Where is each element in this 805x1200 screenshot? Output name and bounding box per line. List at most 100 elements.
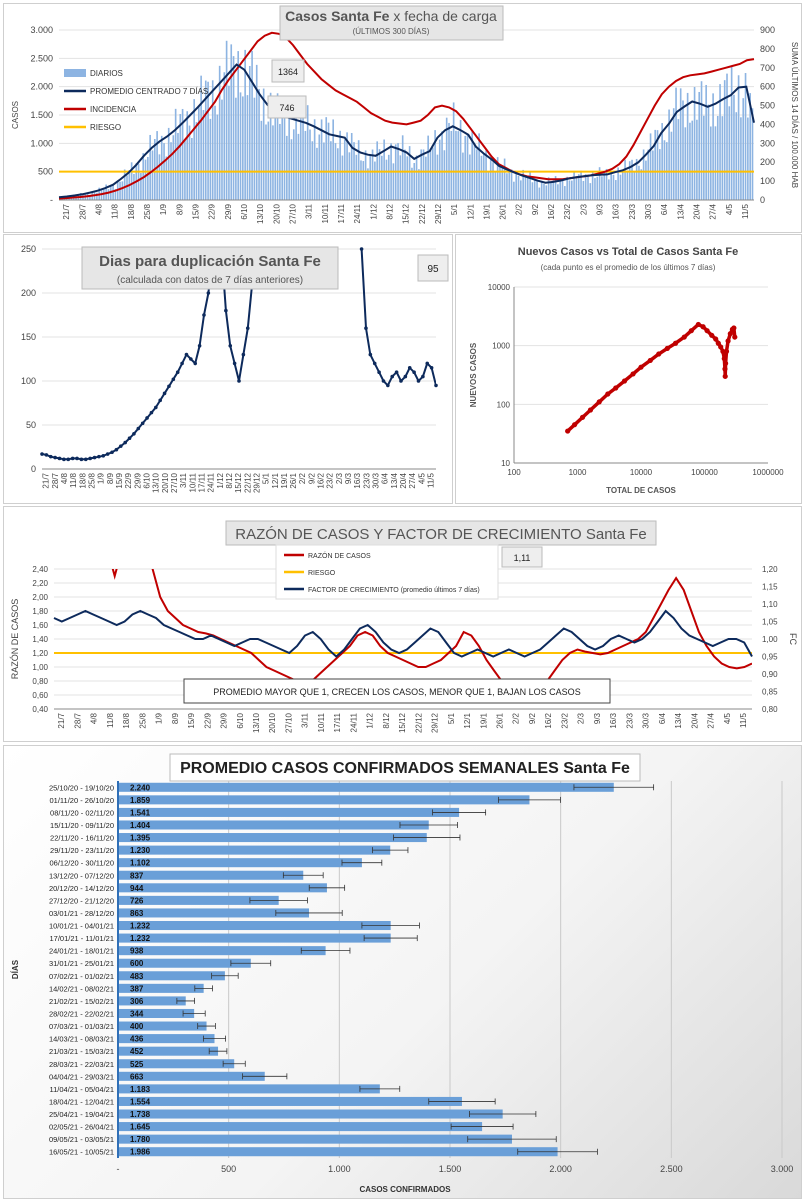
daily-bar bbox=[255, 64, 258, 200]
category-label: 09/05/21 - 03/05/21 bbox=[49, 1135, 114, 1144]
daily-bar bbox=[193, 99, 195, 200]
duplicacion-point bbox=[390, 374, 395, 379]
y-tick-label: 1.500 bbox=[30, 110, 53, 120]
duplicacion-point bbox=[123, 440, 127, 445]
x-tick-label: 29/9 bbox=[133, 472, 142, 488]
daily-bar bbox=[422, 149, 425, 200]
y-tick-label: 250 bbox=[21, 244, 36, 254]
chart-razon-casos: 0,40 0,60 0,80 1,00 1,20 1,40 1,60 1,80 2,00 2,20… bbox=[10, 520, 798, 733]
weekly-bar bbox=[118, 795, 530, 805]
daily-bar bbox=[716, 115, 719, 200]
y-tick-label: 200 bbox=[21, 288, 36, 298]
daily-bar bbox=[647, 149, 650, 200]
daily-bar bbox=[281, 96, 284, 200]
duplicacion-point bbox=[241, 352, 246, 357]
weekly-bar bbox=[118, 946, 326, 956]
y-axis-label: RAZÓN DE CASOS bbox=[10, 599, 20, 680]
x-tick-label: 27/4 bbox=[707, 712, 716, 728]
daily-bar bbox=[575, 178, 578, 200]
duplicacion-point bbox=[202, 313, 206, 317]
daily-bar bbox=[292, 129, 295, 200]
x-tick-label: 29/12 bbox=[431, 712, 440, 733]
duplicacion-point bbox=[162, 391, 167, 396]
x-tick-label: 1000000 bbox=[752, 468, 784, 477]
category-label: 11/04/21 - 05/04/21 bbox=[50, 1085, 115, 1094]
daily-bar bbox=[652, 150, 654, 200]
daily-bar bbox=[619, 174, 622, 200]
x-tick-label: 8/12 bbox=[225, 472, 234, 488]
daily-bar bbox=[119, 181, 121, 200]
x-tick-label: 8/9 bbox=[106, 472, 115, 484]
scatter-trail bbox=[673, 335, 687, 345]
x-tick-label: 6/4 bbox=[658, 712, 667, 724]
category-label: 21/03/21 - 15/03/21 bbox=[49, 1047, 114, 1056]
daily-bar bbox=[337, 148, 339, 200]
daily-bar bbox=[728, 106, 731, 200]
x-tick-label: 11/8 bbox=[69, 472, 78, 488]
daily-bar bbox=[589, 183, 592, 200]
legend-label: PROMEDIO CENTRADO 7 DÍAS bbox=[90, 87, 208, 96]
callout-promedio: 1364 bbox=[278, 67, 298, 77]
daily-bar bbox=[740, 117, 742, 200]
daily-bar bbox=[441, 131, 443, 200]
category-label: 07/02/21 - 01/02/21 bbox=[49, 972, 114, 981]
daily-bar bbox=[320, 119, 323, 200]
daily-bar bbox=[478, 133, 480, 200]
y-tick-label: 2,40 bbox=[32, 565, 48, 574]
scatter-trail bbox=[588, 400, 601, 412]
y2-tick-label: 800 bbox=[760, 44, 775, 54]
daily-bar bbox=[633, 172, 636, 200]
daily-bar bbox=[617, 167, 619, 200]
chart-panel-razon: 0,40 0,60 0,80 1,00 1,20 1,40 1,60 1,80 2,00 2,20… bbox=[3, 506, 802, 742]
title-box bbox=[81, 246, 339, 290]
daily-bar bbox=[533, 179, 536, 200]
scatter-trail bbox=[723, 349, 729, 366]
chart-panel-duplicacion: 0 50 100 150 200 250 21/7 28/7 4/8 11/8 18/8 25/8 1/… bbox=[3, 234, 453, 504]
daily-bar bbox=[691, 120, 694, 200]
daily-bar bbox=[499, 165, 501, 200]
daily-bar bbox=[496, 157, 499, 200]
category-label: 07/03/21 - 01/03/21 bbox=[49, 1022, 114, 1031]
x-tick-label: 28/7 bbox=[73, 712, 82, 728]
category-label: 10/01/21 - 04/01/21 bbox=[49, 922, 114, 931]
weekly-bar bbox=[118, 1096, 462, 1106]
daily-bar bbox=[747, 117, 749, 200]
daily-bar bbox=[582, 180, 585, 200]
daily-bar bbox=[513, 181, 515, 200]
category-label: 18/04/21 - 12/04/21 bbox=[49, 1097, 114, 1106]
weekly-bar bbox=[118, 971, 225, 981]
duplicacion-point bbox=[140, 421, 145, 426]
duplicacion-point bbox=[75, 456, 79, 461]
daily-bar bbox=[689, 122, 691, 200]
bar-value-label: 452 bbox=[130, 1047, 144, 1056]
daily-bar bbox=[730, 66, 733, 200]
y-tick-label: - bbox=[50, 195, 53, 205]
x-tick-label: 26/1 bbox=[289, 472, 298, 488]
y-tick-label: 150 bbox=[21, 332, 36, 342]
x-tick-label: 10/11 bbox=[317, 712, 326, 732]
daily-bar bbox=[235, 97, 237, 200]
x-tick-label: 4/8 bbox=[95, 203, 104, 215]
daily-bar bbox=[350, 133, 353, 200]
callout-box bbox=[501, 546, 543, 568]
x-tick-label: 15/9 bbox=[115, 472, 124, 488]
bar-value-label: 483 bbox=[130, 972, 144, 981]
daily-bar bbox=[165, 156, 168, 200]
weekly-bar bbox=[118, 983, 204, 993]
daily-bar bbox=[598, 167, 601, 200]
daily-bar bbox=[659, 149, 661, 200]
callout-box bbox=[417, 254, 449, 282]
daily-bar bbox=[107, 189, 110, 200]
scatter-trail bbox=[597, 392, 610, 404]
daily-bar bbox=[181, 108, 184, 200]
y-tick-label: 100 bbox=[497, 400, 511, 409]
daily-bar bbox=[503, 158, 506, 200]
daily-bar bbox=[253, 97, 256, 200]
x-tick-label: 27/10 bbox=[170, 472, 179, 493]
daily-bar bbox=[568, 180, 571, 200]
weekly-bar bbox=[118, 958, 251, 968]
daily-bar bbox=[520, 180, 522, 200]
duplicacion-point bbox=[171, 377, 176, 382]
daily-bar bbox=[693, 86, 696, 200]
duplicacion-point bbox=[136, 426, 141, 431]
